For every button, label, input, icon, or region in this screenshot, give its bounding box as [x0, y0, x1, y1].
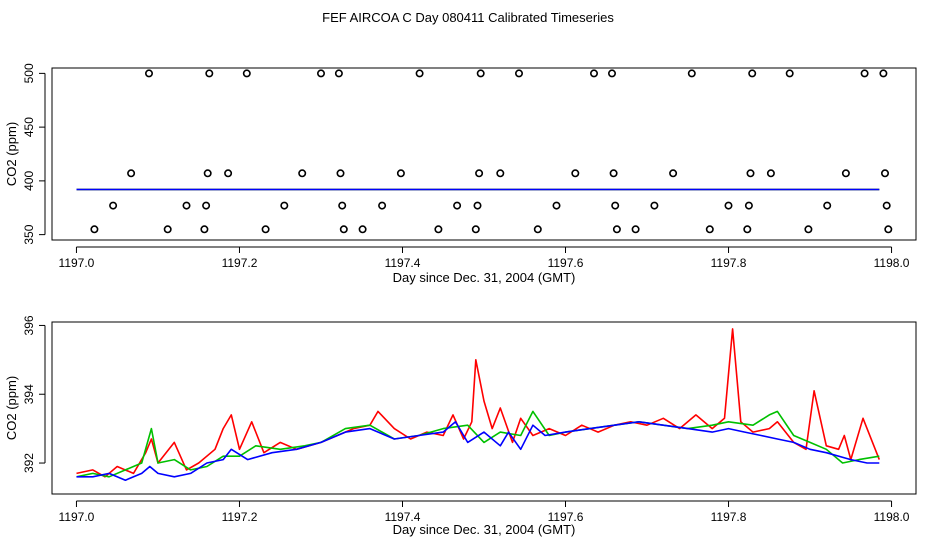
top-marker-point [336, 169, 345, 178]
top-marker-point [724, 201, 733, 210]
top-marker-point [823, 201, 832, 210]
top-marker-point [334, 69, 343, 78]
top-marker-point [669, 169, 678, 178]
top-marker-point [280, 201, 289, 210]
top-marker-point [261, 225, 270, 234]
top-marker-point [744, 201, 753, 210]
top-marker-point [650, 201, 659, 210]
top-marker-point [90, 225, 99, 234]
top-markers [90, 69, 893, 234]
top-x-tick-label: 1198.0 [874, 256, 910, 270]
bottom-x-tick-label: 1197.4 [385, 510, 421, 524]
top-y-tick-label: 500 [22, 63, 36, 83]
top-marker-point [378, 201, 387, 210]
bottom-x-tick-label: 1198.0 [874, 510, 910, 524]
bottom-y-tick-label: 396 [22, 315, 36, 335]
top-marker-point [552, 201, 561, 210]
top-marker-point [471, 225, 480, 234]
bottom-x-tick-label: 1197.8 [711, 510, 747, 524]
top-x-tick-label: 1197.4 [385, 256, 421, 270]
top-marker-point [358, 225, 367, 234]
top-marker-point [879, 69, 888, 78]
top-marker-point [631, 225, 640, 234]
top-marker-point [338, 201, 347, 210]
top-marker-point [127, 169, 136, 178]
top-marker-point [298, 169, 307, 178]
top-marker-point [884, 225, 893, 234]
bottom-series-line-2 [76, 420, 880, 482]
top-marker-point [748, 69, 757, 78]
top-marker-point [571, 169, 580, 178]
top-marker-point [804, 225, 813, 234]
top-marker-point [476, 69, 485, 78]
top-marker-point [785, 69, 794, 78]
bottom-x-axis-label: Day since Dec. 31, 2004 (GMT) [393, 522, 576, 537]
bottom-y-tick-label: 392 [22, 453, 36, 473]
top-panel: 1197.0 1197.2 1197.4 1197.6 1197.8 1198.0 350… [4, 63, 917, 285]
top-marker-point [882, 201, 891, 210]
top-x-tick-label: 1197.8 [711, 256, 747, 270]
top-marker-point [434, 225, 443, 234]
top-marker-point [860, 69, 869, 78]
bottom-x-axis: 1197.0 1197.2 1197.4 1197.6 1197.8 1198.0 [59, 500, 910, 524]
bottom-plot-frame [51, 321, 917, 495]
top-marker-point [607, 69, 616, 78]
top-marker-point [880, 169, 889, 178]
top-marker-point [396, 169, 405, 178]
top-marker-point [224, 169, 233, 178]
top-marker-point [475, 169, 484, 178]
top-marker-point [316, 69, 325, 78]
top-marker-point [533, 225, 542, 234]
top-marker-point [473, 201, 482, 210]
top-marker-point [743, 225, 752, 234]
top-marker-point [746, 169, 755, 178]
top-y-tick-label: 350 [22, 224, 36, 244]
top-y-tick-label: 450 [22, 117, 36, 137]
top-y-tick-label: 400 [22, 171, 36, 191]
top-marker-point [109, 201, 118, 210]
top-marker-point [589, 69, 598, 78]
top-marker-point [609, 169, 618, 178]
top-marker-point [339, 225, 348, 234]
bottom-x-tick-label: 1197.0 [59, 510, 95, 524]
top-x-axis: 1197.0 1197.2 1197.4 1197.6 1197.8 1198.0 [59, 246, 910, 270]
top-y-axis-label: CO2 (ppm) [4, 122, 19, 186]
top-y-axis: 350 400 450 500 [22, 63, 46, 245]
bottom-x-tick-label: 1197.6 [548, 510, 584, 524]
top-marker-point [611, 201, 620, 210]
top-marker-point [205, 69, 214, 78]
top-marker-point [766, 169, 775, 178]
bottom-series-line-1 [76, 410, 880, 478]
bottom-x-tick-label: 1197.2 [222, 510, 258, 524]
top-plot-frame [51, 67, 917, 241]
figure-title: FEF AIRCOA C Day 080411 Calibrated Times… [322, 10, 614, 25]
top-marker-point [202, 201, 211, 210]
bottom-y-axis: 392 394 396 [22, 315, 46, 473]
top-marker-point [200, 225, 209, 234]
top-x-tick-label: 1197.0 [59, 256, 95, 270]
top-marker-point [687, 69, 696, 78]
top-marker-point [841, 169, 850, 178]
top-marker-point [705, 225, 714, 234]
bottom-y-axis-label: CO2 (ppm) [4, 376, 19, 440]
top-marker-point [203, 169, 212, 178]
top-x-tick-label: 1197.6 [548, 256, 584, 270]
bottom-series-line-0 [76, 328, 881, 478]
top-marker-point [182, 201, 191, 210]
top-marker-point [496, 169, 505, 178]
bottom-panel: 1197.0 1197.2 1197.4 1197.6 1197.8 1198.0 392… [4, 315, 917, 537]
top-marker-point [242, 69, 251, 78]
top-marker-point [415, 69, 424, 78]
bottom-y-tick-label: 394 [22, 384, 36, 404]
bottom-series-lines [76, 328, 881, 482]
top-x-tick-label: 1197.2 [222, 256, 258, 270]
top-marker-point [145, 69, 154, 78]
top-marker-point [612, 225, 621, 234]
top-marker-point [453, 201, 462, 210]
top-marker-point [514, 69, 523, 78]
top-x-axis-label: Day since Dec. 31, 2004 (GMT) [393, 270, 576, 285]
top-marker-point [163, 225, 172, 234]
